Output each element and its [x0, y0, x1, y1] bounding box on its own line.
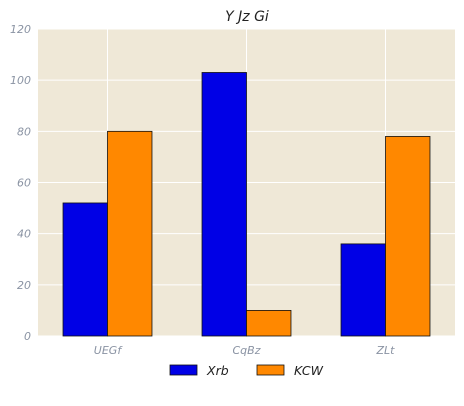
bar-KCW-CqBz — [246, 310, 292, 337]
bar-Xrb-UEGf — [62, 202, 108, 337]
x-tick-label-CqBz: CqBz — [233, 344, 261, 357]
x-axis-ticks: UEGf CqBz ZLt — [94, 344, 395, 357]
chart-title: Y Jz Gi — [225, 9, 269, 25]
legend: Xrb KCW — [169, 363, 324, 378]
y-tick-label-4: 80 — [17, 125, 31, 138]
bar-KCW-UEGf — [107, 130, 153, 337]
bar-KCW-ZLt — [385, 136, 431, 337]
bar-Xrb-CqBz — [201, 72, 247, 337]
x-tick-label-UEGf: UEGf — [94, 344, 124, 357]
y-axis-ticks: 0 20 40 60 80 100 120 — [10, 23, 31, 343]
legend-label-KCW: KCW — [294, 363, 324, 378]
y-tick-label-2: 40 — [17, 228, 31, 241]
legend-swatch-Xrb — [169, 364, 198, 376]
y-tick-label-6: 120 — [10, 23, 31, 36]
x-tick-label-ZLt: ZLt — [376, 344, 396, 357]
y-tick-label-3: 60 — [17, 177, 31, 190]
legend-label-Xrb: Xrb — [206, 363, 229, 378]
y-tick-label-5: 100 — [10, 74, 31, 87]
y-tick-label-1: 20 — [17, 279, 31, 292]
y-tick-label-0: 0 — [24, 330, 31, 343]
legend-swatch-KCW — [256, 364, 285, 376]
bars — [62, 72, 431, 337]
bar-Xrb-ZLt — [340, 243, 386, 337]
